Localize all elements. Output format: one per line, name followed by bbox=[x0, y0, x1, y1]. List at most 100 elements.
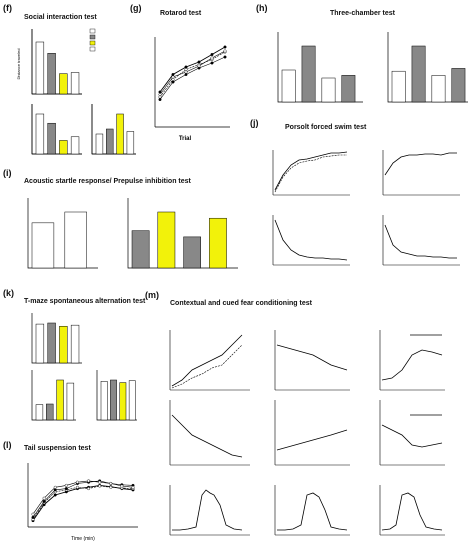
data-point bbox=[184, 68, 188, 72]
series-line bbox=[32, 484, 134, 521]
data-point bbox=[75, 485, 79, 489]
g-xlabel: Trial bbox=[179, 136, 192, 142]
chart-j bbox=[272, 150, 460, 266]
bar bbox=[59, 140, 68, 155]
chart-m-row3-left bbox=[169, 485, 250, 536]
data-point bbox=[158, 97, 162, 101]
series-line bbox=[159, 50, 226, 95]
bar bbox=[47, 53, 56, 95]
data-point bbox=[184, 70, 188, 74]
data-point bbox=[210, 61, 214, 65]
bar bbox=[70, 136, 80, 155]
bar bbox=[64, 211, 87, 269]
panel-title-f: Social interaction test bbox=[24, 14, 97, 21]
data-point bbox=[171, 75, 175, 79]
bar bbox=[341, 75, 356, 103]
data-point bbox=[210, 56, 214, 60]
data-point bbox=[53, 493, 57, 497]
chart-m-row2-mid bbox=[274, 400, 350, 466]
data-point bbox=[64, 487, 68, 491]
chart-j-bottom-left bbox=[272, 215, 350, 266]
chart-g: Trial bbox=[154, 37, 230, 142]
series-line bbox=[159, 46, 226, 93]
chart-i bbox=[27, 198, 238, 269]
bar bbox=[411, 45, 426, 103]
data-point bbox=[171, 80, 175, 84]
chart-k bbox=[31, 313, 137, 421]
panel-letter-g: (g) bbox=[130, 3, 142, 13]
chart-j-top-left bbox=[272, 150, 350, 196]
bar bbox=[451, 68, 466, 103]
chart-f2 bbox=[31, 104, 82, 155]
chart-m-row2-left bbox=[169, 400, 250, 466]
panel-letter-l: (l) bbox=[3, 440, 12, 450]
series-line bbox=[159, 51, 226, 98]
data-point bbox=[98, 480, 102, 484]
bar bbox=[128, 380, 136, 421]
data-point bbox=[197, 60, 201, 64]
bar bbox=[126, 131, 135, 155]
data-point bbox=[109, 481, 113, 485]
data-point bbox=[223, 55, 227, 59]
data-point bbox=[120, 484, 124, 488]
bar bbox=[35, 404, 44, 421]
bar bbox=[131, 230, 150, 269]
data-point bbox=[87, 487, 91, 491]
data-point bbox=[184, 73, 188, 77]
panel-letter-h: (h) bbox=[256, 3, 268, 13]
bar bbox=[70, 72, 80, 95]
chart-f3 bbox=[91, 104, 136, 155]
panel-title-m: Contextual and cued fear conditioning te… bbox=[170, 300, 312, 307]
chart-f: Distance traveled bbox=[16, 28, 136, 155]
bar bbox=[209, 217, 227, 269]
bar bbox=[391, 70, 406, 103]
bar bbox=[281, 69, 296, 103]
chart-m-row1-left bbox=[169, 330, 250, 391]
panel-letter-j: (j) bbox=[250, 118, 259, 128]
bar bbox=[157, 211, 176, 269]
chart-m bbox=[169, 330, 445, 536]
series-line bbox=[32, 485, 134, 520]
chart-j-bottom-right bbox=[382, 215, 460, 266]
panel-title-h: Three-chamber test bbox=[330, 10, 395, 17]
bar bbox=[100, 381, 108, 421]
bar bbox=[56, 379, 64, 421]
bar bbox=[321, 77, 336, 103]
bar bbox=[46, 403, 54, 421]
bar bbox=[35, 113, 45, 155]
l-xlabel: Time (min) bbox=[71, 536, 95, 542]
bar bbox=[431, 75, 446, 103]
chart-m-row3-mid bbox=[274, 485, 350, 536]
data-point bbox=[75, 480, 79, 484]
chart-f1: Distance traveled bbox=[16, 29, 82, 95]
chart-m-row2-right bbox=[379, 400, 445, 466]
data-point bbox=[98, 484, 102, 488]
data-point bbox=[158, 92, 162, 96]
bar bbox=[70, 324, 80, 364]
panel-title-i: Acoustic startle response/ Prepulse inhi… bbox=[24, 178, 191, 185]
data-point bbox=[31, 512, 35, 516]
bar bbox=[301, 45, 316, 103]
data-point bbox=[42, 499, 46, 503]
data-point bbox=[109, 485, 113, 489]
data-point bbox=[31, 515, 35, 519]
bar bbox=[66, 382, 75, 421]
bar bbox=[110, 379, 117, 421]
bar bbox=[95, 133, 104, 155]
data-point bbox=[87, 479, 91, 483]
chart-h bbox=[277, 32, 468, 103]
bar bbox=[47, 322, 56, 364]
data-point bbox=[223, 45, 227, 49]
data-point bbox=[223, 49, 227, 53]
bar bbox=[59, 73, 68, 95]
bar bbox=[35, 323, 45, 364]
panel-title-k: T-maze spontaneous alternation test bbox=[24, 298, 146, 305]
bar bbox=[35, 41, 45, 95]
panel-title-g: Rotarod test bbox=[160, 10, 202, 17]
bar bbox=[47, 122, 56, 155]
data-point bbox=[64, 483, 68, 487]
legend-f bbox=[89, 28, 96, 52]
bar bbox=[106, 128, 114, 155]
chart-m-row3-right bbox=[379, 485, 445, 536]
data-point bbox=[210, 53, 214, 57]
